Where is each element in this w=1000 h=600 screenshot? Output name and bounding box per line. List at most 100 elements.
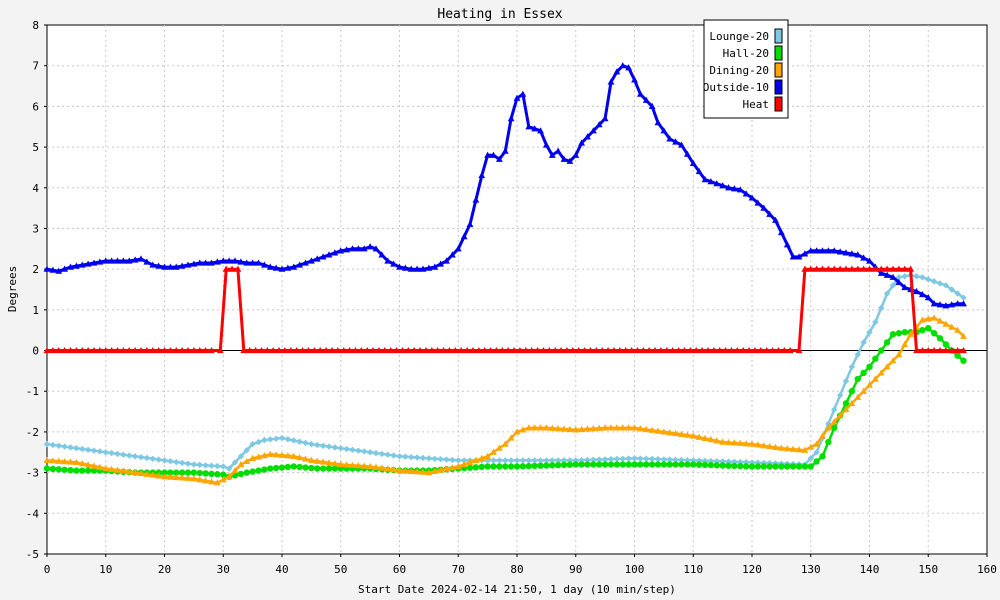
point-heat [43, 346, 51, 354]
y-tick-label: 7 [32, 60, 39, 73]
y-tick-label: 6 [32, 100, 39, 113]
point-hall-20 [296, 463, 303, 471]
point-outside-10 [72, 262, 80, 269]
point-outside-10 [572, 151, 580, 158]
point-heat [322, 346, 330, 354]
point-dining-20 [578, 425, 586, 433]
y-tick-label: -2 [26, 426, 39, 439]
point-lounge-20 [267, 436, 274, 443]
point-dining-20 [266, 450, 274, 457]
point-hall-20 [314, 465, 321, 472]
point-outside-10 [255, 259, 262, 266]
point-dining-20 [742, 440, 750, 447]
point-lounge-20 [613, 455, 621, 463]
legend-swatch-dining-20 [774, 62, 783, 78]
point-lounge-20 [120, 451, 127, 458]
point-dining-20 [860, 387, 868, 394]
point-heat [137, 346, 145, 354]
point-hall-20 [220, 471, 227, 478]
point-outside-10 [137, 255, 145, 262]
point-dining-20 [584, 425, 591, 432]
point-outside-10 [736, 186, 744, 193]
point-heat [842, 265, 850, 272]
point-heat [178, 346, 186, 354]
point-hall-20 [666, 461, 673, 468]
point-outside-10 [131, 256, 139, 263]
point-lounge-20 [631, 455, 638, 462]
x-tick-label: 70 [452, 563, 465, 576]
point-lounge-20 [355, 447, 362, 454]
point-lounge-20 [883, 290, 891, 297]
point-outside-10 [484, 151, 492, 158]
point-outside-10 [578, 139, 586, 146]
point-dining-20 [354, 462, 362, 469]
point-hall-20 [713, 462, 720, 469]
point-dining-20 [49, 457, 57, 464]
point-dining-20 [918, 316, 926, 323]
point-hall-20 [255, 467, 262, 474]
x-axis: 0 10 20 30 40 50 60 70 80 90 100 110 120 130 140 150 160 [44, 554, 997, 576]
point-outside-10 [196, 259, 204, 266]
point-outside-10 [119, 257, 127, 264]
point-heat [114, 346, 121, 354]
point-hall-20 [67, 466, 74, 474]
point-heat [475, 346, 483, 354]
point-dining-20 [137, 469, 145, 477]
point-lounge-20 [308, 440, 315, 448]
point-lounge-20 [314, 441, 321, 449]
point-hall-20 [919, 326, 926, 334]
point-lounge-20 [237, 453, 245, 460]
point-hall-20 [901, 329, 908, 336]
point-heat [587, 346, 594, 354]
point-lounge-20 [384, 451, 391, 458]
series-hall-20 [43, 324, 967, 480]
point-hall-20 [831, 424, 838, 432]
point-dining-20 [172, 473, 180, 481]
x-tick-label: 150 [918, 563, 938, 576]
point-lounge-20 [231, 459, 239, 466]
point-dining-20 [525, 424, 533, 431]
point-dining-20 [566, 425, 574, 433]
point-lounge-20 [331, 444, 339, 451]
point-outside-10 [360, 245, 368, 252]
point-lounge-20 [349, 446, 356, 454]
point-heat [581, 346, 588, 354]
point-lounge-20 [654, 455, 662, 463]
point-heat [334, 346, 342, 354]
point-outside-10 [760, 204, 768, 211]
point-lounge-20 [79, 445, 86, 453]
point-hall-20 [613, 461, 621, 468]
point-lounge-20 [936, 280, 944, 287]
point-hall-20 [178, 469, 186, 476]
point-dining-20 [601, 424, 609, 431]
point-hall-20 [55, 466, 62, 473]
point-heat [246, 346, 254, 354]
point-outside-10 [742, 190, 750, 197]
point-hall-20 [748, 463, 756, 470]
point-dining-20 [948, 323, 956, 330]
point-heat [143, 346, 151, 354]
point-heat [942, 346, 950, 354]
point-outside-10 [67, 263, 74, 270]
point-hall-20 [872, 355, 879, 362]
point-hall-20 [543, 462, 550, 469]
point-heat [375, 346, 383, 354]
point-heat [657, 346, 665, 354]
point-heat [451, 346, 459, 354]
point-dining-20 [231, 466, 239, 474]
point-lounge-20 [202, 462, 209, 469]
point-outside-10 [90, 259, 98, 266]
point-lounge-20 [672, 456, 679, 463]
point-dining-20 [513, 428, 521, 435]
point-heat [410, 346, 418, 354]
point-hall-20 [79, 467, 86, 474]
point-outside-10 [384, 257, 392, 264]
point-heat [463, 346, 471, 354]
point-outside-10 [631, 76, 638, 83]
point-lounge-20 [866, 329, 873, 336]
point-heat [184, 346, 192, 354]
point-dining-20 [349, 461, 356, 468]
point-outside-10 [460, 233, 468, 240]
point-heat [208, 346, 215, 354]
point-hall-20 [936, 335, 944, 342]
